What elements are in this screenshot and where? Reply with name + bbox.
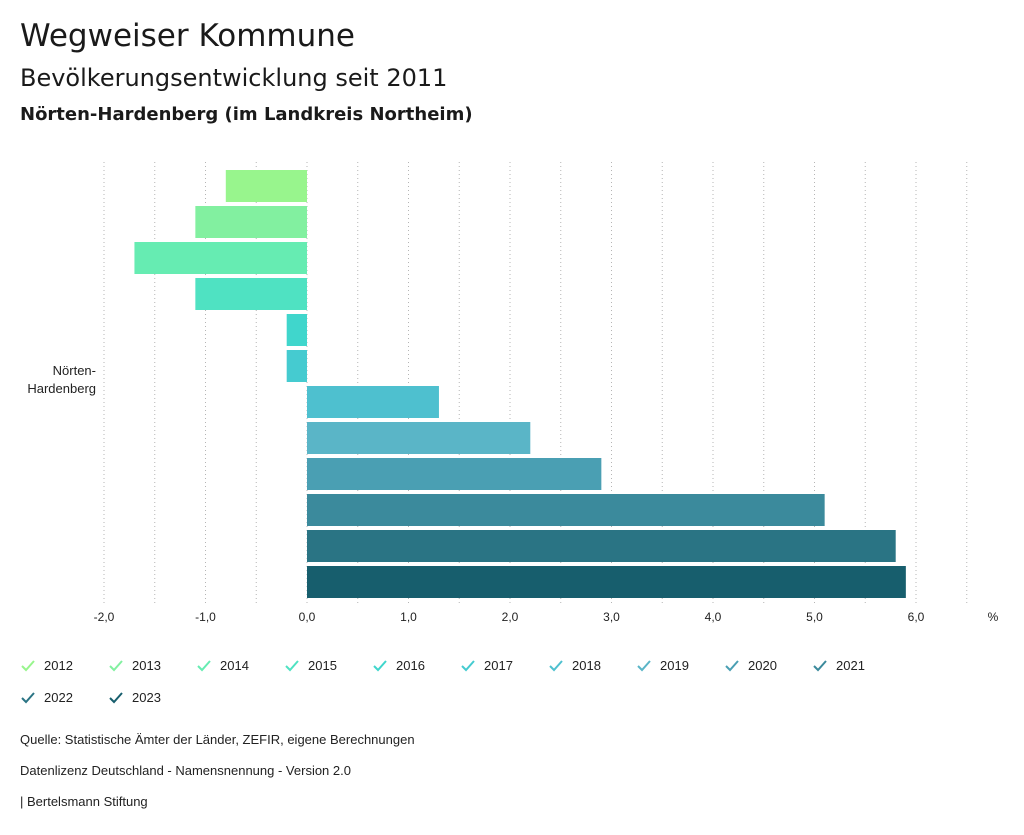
legend-item-2020[interactable]: 2020 (724, 658, 777, 673)
checkmark-icon (21, 659, 35, 671)
bar-2018 (307, 386, 439, 418)
x-tick-label: 0,0 (299, 610, 316, 624)
legend-item-2015[interactable]: 2015 (284, 658, 337, 673)
legend-label: 2015 (308, 658, 337, 673)
x-tick-label: -2,0 (94, 610, 115, 624)
checkmark-icon (285, 659, 299, 671)
checkmark-icon (373, 659, 387, 671)
bar-2017 (286, 350, 307, 382)
x-tick-label: 4,0 (705, 610, 722, 624)
checkmark-icon (813, 659, 827, 671)
x-tick-label: 5,0 (806, 610, 823, 624)
legend-item-2019[interactable]: 2019 (636, 658, 689, 673)
legend-label: 2022 (44, 690, 73, 705)
category-label: Nörten-Hardenberg (27, 363, 96, 396)
checkmark-icon (461, 659, 475, 671)
chart-subtitle: Bevölkerungsentwicklung seit 2011 (20, 64, 448, 92)
legend-item-2014[interactable]: 2014 (196, 658, 249, 673)
legend-label: 2014 (220, 658, 249, 673)
legend-label: 2016 (396, 658, 425, 673)
legend-label: 2013 (132, 658, 161, 673)
region-label: Nörten-Hardenberg (im Landkreis Northeim… (20, 104, 473, 125)
x-tick-label: 3,0 (603, 610, 620, 624)
legend-item-2016[interactable]: 2016 (372, 658, 425, 673)
bar-2022 (307, 530, 896, 562)
checkmark-icon (725, 659, 739, 671)
publisher-note: | Bertelsmann Stiftung (20, 794, 148, 809)
x-tick-label: 1,0 (400, 610, 417, 624)
bar-2012 (225, 170, 307, 202)
legend-item-2017[interactable]: 2017 (460, 658, 513, 673)
bar-2015 (195, 278, 307, 310)
legend-label: 2012 (44, 658, 73, 673)
x-tick-label: -1,0 (195, 610, 216, 624)
page-title: Wegweiser Kommune (20, 18, 355, 54)
bar-2014 (134, 242, 307, 274)
license-note: Datenlizenz Deutschland - Namensnennung … (20, 763, 351, 778)
bar-chart: -2,0 -1,0 0,0 1,0 2,0 3,0 4,0 5,0 6,0 % Nörten-Har… (27, 162, 999, 624)
unit-label: % (988, 610, 999, 624)
legend-item-2022[interactable]: 2022 (20, 690, 73, 705)
checkmark-icon (197, 659, 211, 671)
bar-2013 (195, 206, 307, 238)
checkmark-icon (549, 659, 563, 671)
legend-item-2021[interactable]: 2021 (812, 658, 865, 673)
checkmark-icon (637, 659, 651, 671)
bar-2020 (307, 458, 602, 490)
checkmark-icon (109, 691, 123, 703)
legend-item-2023[interactable]: 2023 (108, 690, 161, 705)
bar-2023 (307, 566, 906, 598)
legend-label: 2017 (484, 658, 513, 673)
checkmark-icon (21, 691, 35, 703)
legend-label: 2018 (572, 658, 601, 673)
legend-item-2012[interactable]: 2012 (20, 658, 73, 673)
legend-label: 2023 (132, 690, 161, 705)
checkmark-icon (109, 659, 123, 671)
legend-item-2013[interactable]: 2013 (108, 658, 161, 673)
legend-label: 2020 (748, 658, 777, 673)
x-tick-label: 6,0 (908, 610, 925, 624)
x-tick-label: 2,0 (502, 610, 519, 624)
bar-2016 (286, 314, 307, 346)
source-note: Quelle: Statistische Ämter der Länder, Z… (20, 732, 415, 747)
bar-2021 (307, 494, 825, 526)
legend-label: 2019 (660, 658, 689, 673)
legend-label: 2021 (836, 658, 865, 673)
legend-item-2018[interactable]: 2018 (548, 658, 601, 673)
bar-2019 (307, 422, 531, 454)
